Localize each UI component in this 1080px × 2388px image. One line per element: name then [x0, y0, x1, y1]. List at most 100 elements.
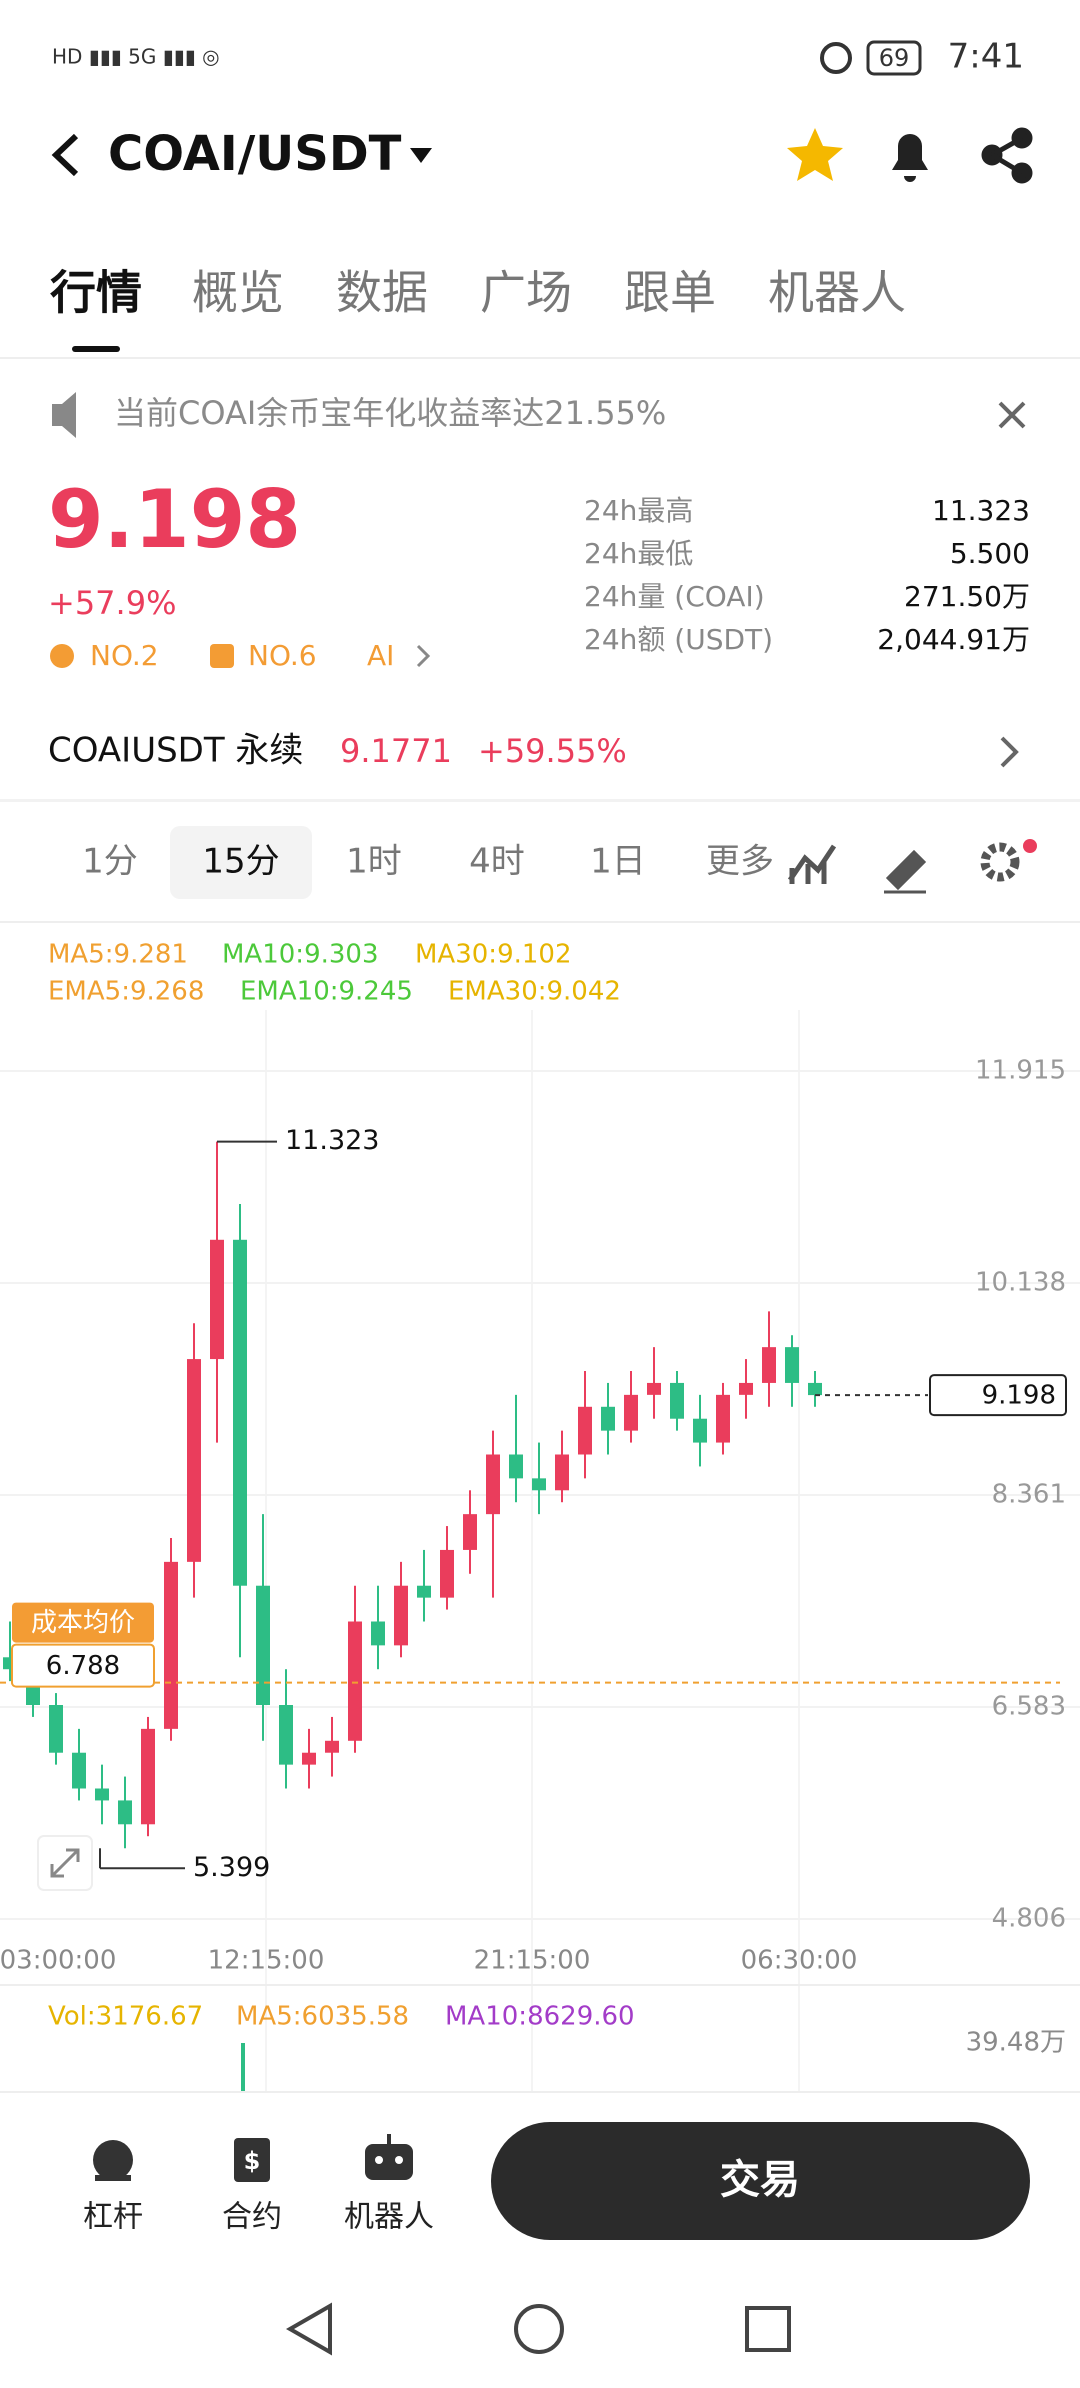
perp-name[interactable]: COAIUSDT 永续: [48, 731, 303, 771]
notification-dot: [1023, 839, 1037, 853]
y-tick-label: 11.915: [975, 1056, 1066, 1086]
interval-selected: [170, 826, 312, 899]
interval[interactable]: 更多: [706, 842, 774, 882]
nav-leverage[interactable]: 杠杆: [83, 2140, 143, 2235]
ma-legend: MA5:9.281: [48, 940, 188, 970]
indicator-icon[interactable]: [787, 844, 837, 884]
vol-scale: 39.48万: [966, 2028, 1066, 2058]
alert-bell[interactable]: [892, 134, 928, 182]
nav-label[interactable]: 机器人: [344, 2200, 434, 2235]
candle-body: [509, 1454, 523, 1479]
stat-value: 2,044.91万: [877, 623, 1030, 656]
candle-body: [440, 1549, 454, 1598]
candle-body: [739, 1382, 753, 1395]
tab[interactable]: 机器人: [768, 266, 906, 320]
rank-icon: [210, 644, 234, 668]
candle-body: [486, 1454, 500, 1515]
eye-icon: [820, 42, 852, 74]
x-tick-label: 12:15:00: [208, 1946, 325, 1976]
candle-body: [72, 1752, 86, 1789]
favorite-star[interactable]: [787, 128, 843, 181]
stat-label: 24h最高: [584, 494, 693, 527]
volume-bar: [241, 2043, 245, 2091]
last-price-box: [929, 1374, 1067, 1417]
close-notice[interactable]: [998, 401, 1026, 429]
settings-icon[interactable]: [980, 842, 1020, 882]
interval[interactable]: 1日: [590, 842, 646, 882]
y-tick-label: 8.361: [992, 1479, 1066, 1509]
divider: [0, 799, 1080, 802]
sys-back[interactable]: [285, 2302, 332, 2356]
stat-label: 24h最低: [584, 537, 693, 570]
candle-body: [371, 1621, 385, 1646]
interval-bar: 1分 15分 1时 4时 1日 更多: [82, 842, 774, 882]
rank-badge[interactable]: NO.6: [248, 639, 317, 672]
candle-body: [210, 1239, 224, 1360]
high-label: 11.323: [285, 1125, 379, 1156]
vol-legend: MA10:8629.60: [445, 2002, 635, 2032]
status-bar: HD ▮▮▮ 5G ▮▮▮ ◎ 69 7:41: [52, 37, 1024, 77]
last-price: 9.198: [48, 473, 301, 566]
candle-body: [578, 1406, 592, 1455]
candle-body: [187, 1359, 201, 1562]
cost-value: 6.788: [46, 1651, 120, 1681]
battery-level: 69: [879, 44, 910, 72]
chevron[interactable]: [1000, 736, 1019, 768]
sys-recent[interactable]: [745, 2306, 791, 2352]
ema-legend: EMA30:9.042: [448, 977, 621, 1007]
ma-legend: MA30:9.102: [415, 940, 572, 970]
candle-body: [463, 1514, 477, 1550]
low-label: 5.399: [193, 1852, 270, 1883]
candle-body: [95, 1788, 109, 1801]
nav-bot[interactable]: 机器人: [344, 2134, 434, 2235]
draw-icon[interactable]: [884, 849, 927, 894]
nav-label[interactable]: 杠杆: [83, 2200, 143, 2235]
sector-badge[interactable]: AI: [367, 639, 394, 672]
candle-body: [716, 1394, 730, 1443]
vol-legend: Vol:3176.67: [48, 2002, 203, 2032]
interval[interactable]: 1分: [82, 842, 138, 882]
ema-legend: EMA5:9.268: [48, 977, 204, 1007]
candle-body: [164, 1561, 178, 1729]
rank-badge[interactable]: NO.2: [90, 639, 159, 672]
candle-body: [233, 1239, 247, 1586]
share-button[interactable]: [981, 127, 1033, 184]
notice-text[interactable]: 当前COAI余币宝年化收益率达21.55%: [114, 394, 666, 432]
candle-body: [785, 1347, 799, 1383]
candle-body: [302, 1752, 316, 1765]
interval[interactable]: 4时: [469, 842, 525, 882]
trade-button[interactable]: [491, 2122, 1030, 2240]
pair-dropdown[interactable]: [410, 148, 432, 163]
candle-body: [762, 1347, 776, 1383]
candle-body: [3, 1657, 17, 1670]
y-tick-label: 10.138: [975, 1267, 1066, 1297]
tab[interactable]: 概览: [192, 266, 284, 320]
status-icons: HD ▮▮▮ 5G ▮▮▮ ◎: [52, 45, 220, 69]
battery-icon: [866, 40, 922, 76]
back-button[interactable]: [51, 133, 79, 177]
tab[interactable]: 跟单: [624, 266, 716, 320]
perp-price: 9.1771: [340, 732, 452, 770]
tab-bar: 行情 概览 数据 广场 跟单 机器人: [50, 266, 906, 320]
candle-body: [532, 1478, 546, 1491]
nav-label[interactable]: 合约: [222, 2200, 282, 2235]
candle-body: [279, 1705, 293, 1765]
candle-body: [624, 1394, 638, 1431]
nav-contract[interactable]: $ 合约: [222, 2138, 282, 2235]
interval[interactable]: 1时: [346, 842, 402, 882]
chevron: [416, 644, 431, 668]
tab[interactable]: 广场: [480, 266, 572, 320]
x-tick-label: 03:00:00: [0, 1946, 116, 1976]
interval[interactable]: 15分: [202, 842, 279, 882]
pair-title[interactable]: COAI/USDT: [108, 126, 402, 182]
tab[interactable]: 数据: [336, 266, 428, 320]
stat-label: 24h量 (COAI): [584, 580, 765, 613]
ema-legend: EMA10:9.245: [240, 977, 413, 1007]
stat-value: 271.50万: [904, 580, 1030, 613]
candle-body: [141, 1728, 155, 1825]
trade-label[interactable]: 交易: [720, 2157, 800, 2203]
tab[interactable]: 行情: [50, 266, 142, 320]
sys-home[interactable]: [514, 2304, 564, 2354]
candle-body: [808, 1382, 822, 1396]
